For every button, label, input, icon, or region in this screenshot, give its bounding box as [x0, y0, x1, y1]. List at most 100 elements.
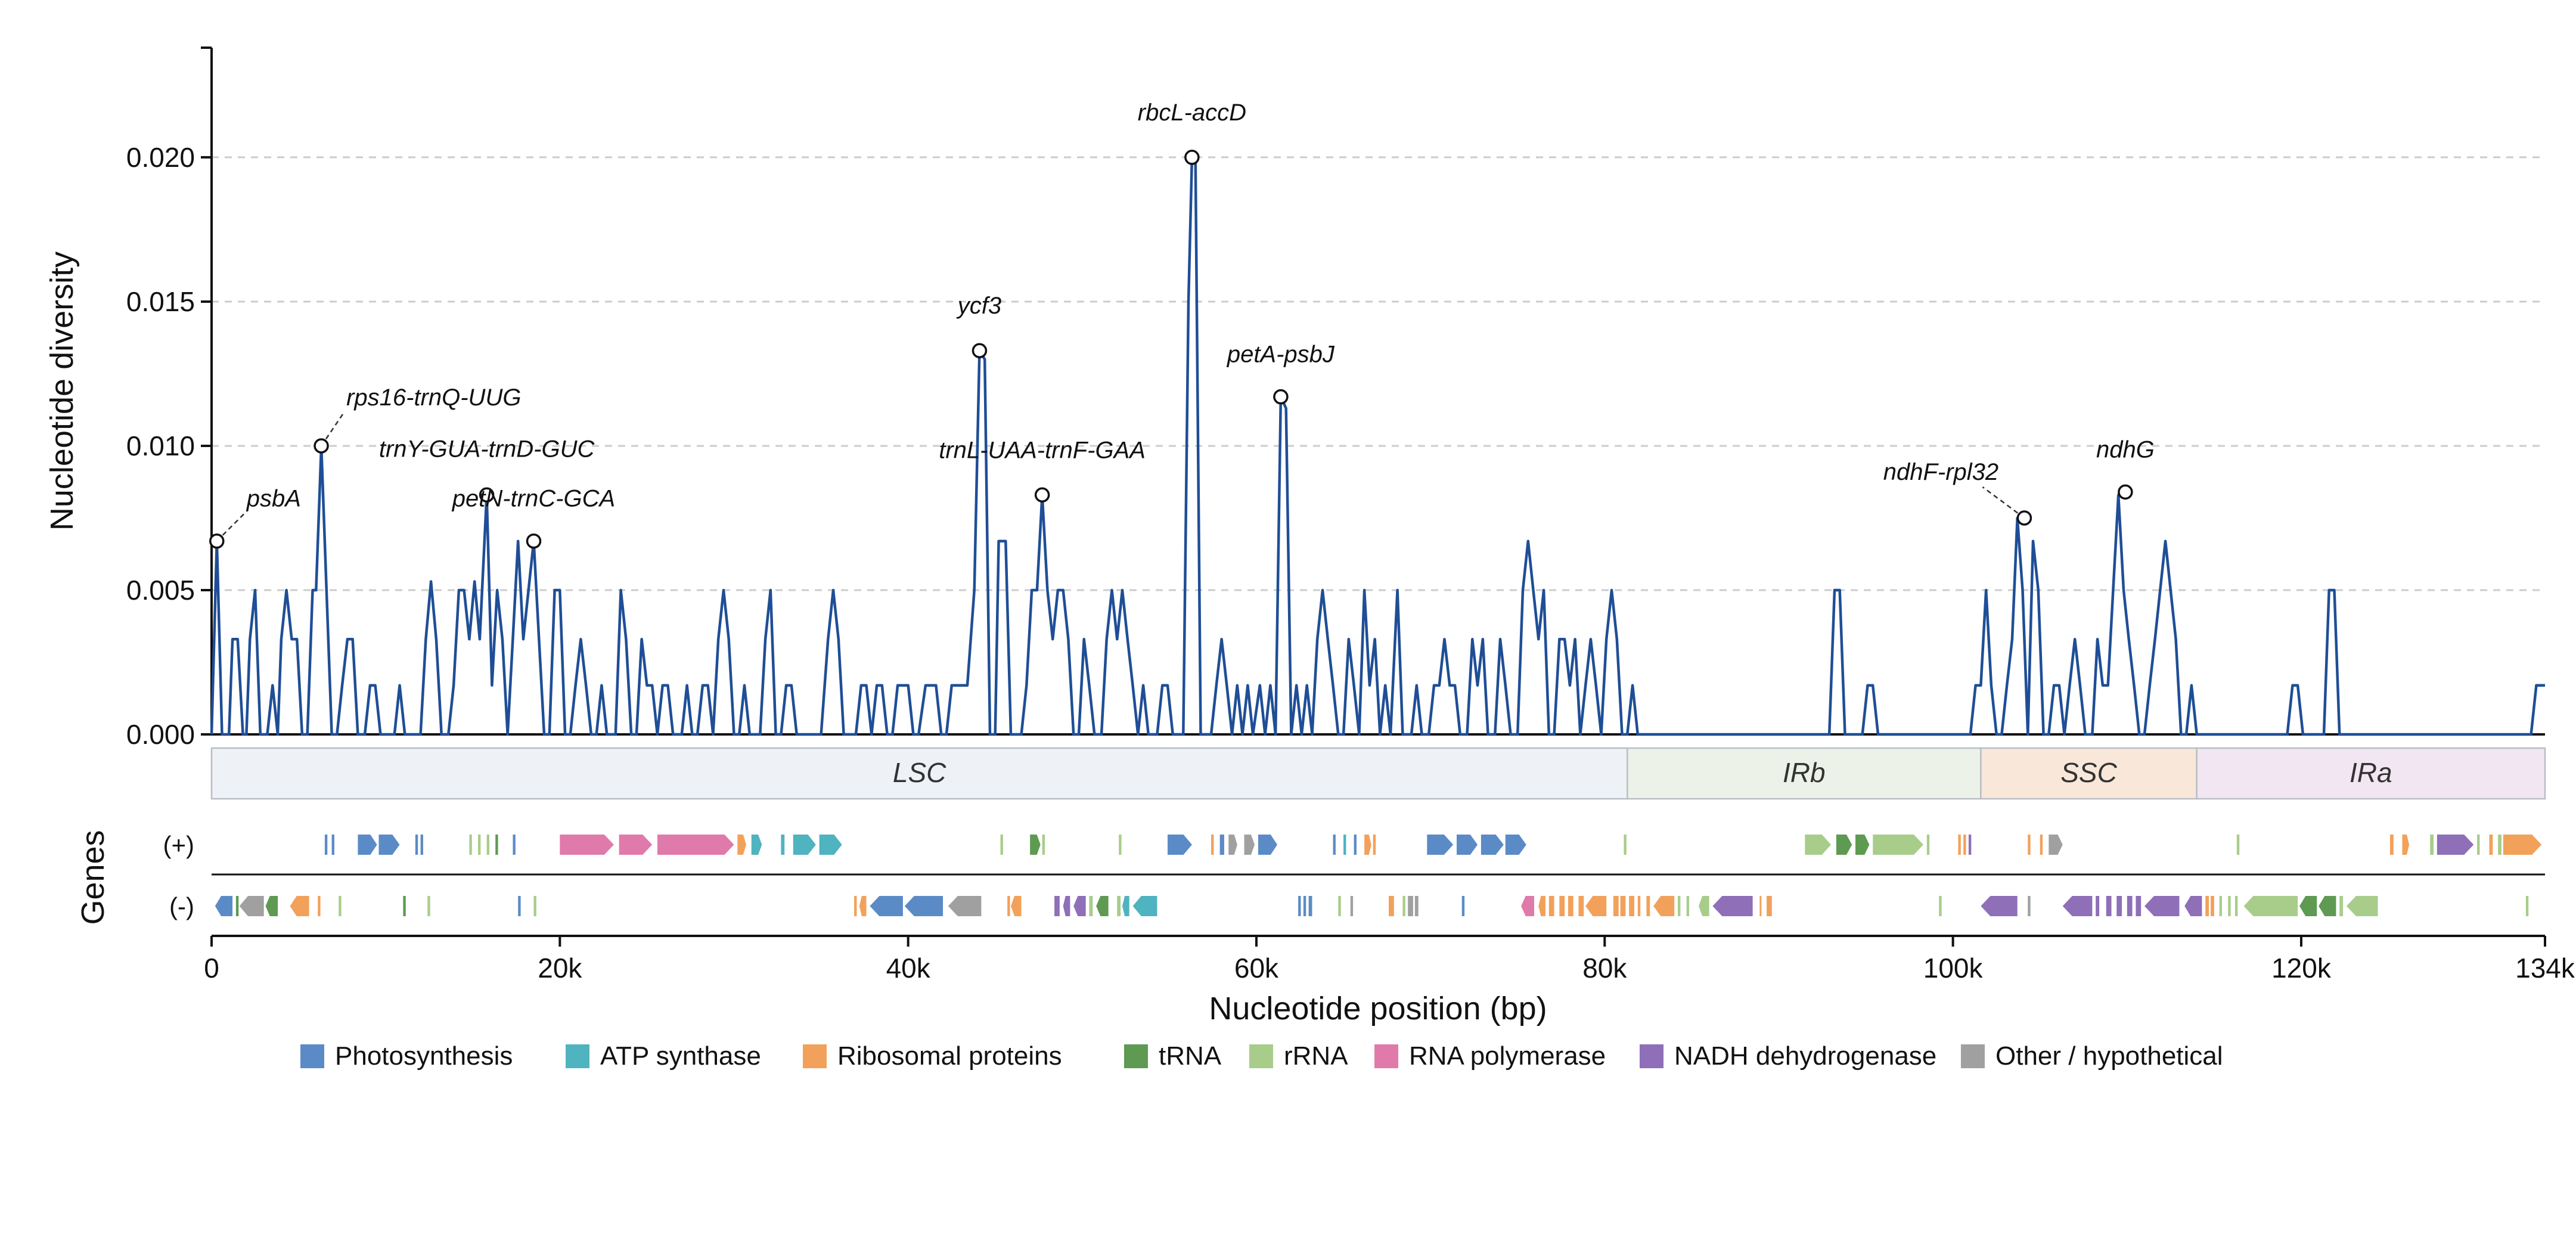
minus-strand-gene-74	[2339, 896, 2344, 916]
minus-strand-gene-50	[1686, 896, 1690, 916]
peak-marker-2	[479, 487, 495, 503]
legend-swatch-7	[1961, 1044, 1985, 1068]
minus-strand-gene-70	[2234, 896, 2238, 916]
legend: Photosynthesis ATP synthase Ribosomal prot…	[300, 1041, 2223, 1071]
plus-strand-gene-25	[1219, 835, 1224, 855]
minus-strand-gene-35	[1461, 896, 1465, 916]
plus-strand-gene-38	[1624, 835, 1627, 855]
plus-strand-gene-43	[1926, 835, 1930, 855]
legend-swatch-6	[1640, 1044, 1663, 1068]
legend-label-2: Ribosomal proteins	[837, 1041, 1062, 1071]
y-tick-label-1: 0.005	[126, 575, 195, 606]
minus-strand-gene-13	[870, 896, 903, 916]
minus-strand-gene-14	[904, 896, 944, 916]
x-tick-label-5: 100k	[1923, 953, 1984, 984]
minus-strand-gene-62	[2127, 896, 2133, 916]
peak-label-4: ycf3	[956, 293, 1001, 319]
minus-strand-gene-37	[1538, 896, 1545, 916]
plus-strand-gene-21	[1042, 835, 1045, 855]
minus-strand-gene-73	[2319, 896, 2336, 916]
region-label-ssc: SSC	[2060, 757, 2117, 788]
plus-strand-gene-4	[415, 835, 418, 855]
plus-strand-gene-45	[1963, 835, 1966, 855]
peak-marker-6	[1184, 150, 1200, 165]
strand-label-plus: (+)	[163, 831, 195, 859]
plus-strand-gene-36	[1481, 835, 1504, 855]
minus-strand-gene-72	[2299, 896, 2317, 916]
minus-strand-gene-66	[2205, 896, 2209, 916]
y-ticks: 0.000 0.005 0.010 0.015 0.020	[126, 142, 212, 750]
plus-strand-gene-5	[420, 835, 423, 855]
gene-track-title: Genes	[75, 830, 111, 925]
plus-strand-gene-26	[1228, 835, 1237, 855]
plus-strand-gene-47	[2028, 835, 2031, 855]
x-tick-label-4: 80k	[1582, 953, 1627, 984]
plus-strand-gene-51	[2389, 835, 2394, 855]
minus-strand-gene-25	[1132, 896, 1157, 916]
plus-strand-gene-9	[495, 835, 498, 855]
plus-strand-gene-49	[2049, 835, 2063, 855]
plus-strand-gene-6	[469, 835, 472, 855]
minus-strand-gene-27	[1303, 896, 1306, 916]
minus-strand-gene-16	[1007, 896, 1010, 916]
peak-marker-5	[1034, 487, 1050, 503]
minus-strand-gene-47	[1646, 896, 1650, 916]
plus-strand-gene-42	[1873, 835, 1923, 855]
plus-strand-gene-8	[486, 835, 490, 855]
x-tick-label-0: 0	[204, 953, 219, 984]
minus-strand-gene-33	[1408, 896, 1413, 916]
x-tick-label-3: 60k	[1234, 953, 1279, 984]
y-tick-label-4: 0.020	[126, 142, 195, 173]
plus-strand-gene-31	[1354, 835, 1357, 855]
minus-strand-gene-63	[2136, 896, 2142, 916]
plus-strand-gene-29	[1333, 835, 1336, 855]
plus-strand-gene-2	[358, 835, 377, 855]
minus-strand-gene-64	[2144, 896, 2180, 916]
minus-strand-gene-2	[239, 896, 264, 916]
peak-label-8: ndhF-rpl32	[1883, 459, 1998, 485]
legend-label-3: tRNA	[1159, 1041, 1222, 1071]
diversity-line	[210, 156, 2545, 736]
minus-strand-gene-53	[1759, 896, 1762, 916]
plus-strand-gene-11	[560, 835, 614, 855]
minus-strand-gene-3	[265, 896, 278, 916]
plus-strand-gene-10	[513, 835, 516, 855]
peak-label-5: trnL-UAA-trnF-GAA	[939, 437, 1146, 463]
minus-strand-gene-12	[859, 896, 867, 916]
minus-strand-gene-9	[518, 896, 521, 916]
peak-label-2: trnY-GUA-trnD-GUC	[379, 436, 595, 462]
y-tick-label-0: 0.000	[126, 719, 195, 750]
legend-swatch-4	[1249, 1044, 1273, 1068]
minus-strand-gene-0	[215, 896, 233, 916]
legend-label-4: rRNA	[1284, 1041, 1348, 1071]
peak-marker-1	[314, 438, 329, 454]
plus-strand-gene-19	[1000, 835, 1003, 855]
peak-annotations: psbA rps16-trnQ-UUG trnY-GUA-trnD-GUC petN-…	[209, 100, 2155, 549]
minus-strand-gene-6	[339, 896, 342, 916]
minus-strand-gene-58	[2062, 896, 2093, 916]
plus-strand-gene-24	[1211, 835, 1214, 855]
plus-strand-gene-37	[1505, 835, 1526, 855]
plus-strand-gene-18	[819, 835, 842, 855]
plus-strand-gene-33	[1373, 835, 1376, 855]
plus-strand-gene-44	[1958, 835, 1961, 855]
region-irb	[1627, 747, 1982, 800]
legend-swatch-1	[566, 1044, 589, 1068]
y-tick-label-2: 0.010	[126, 430, 195, 461]
plus-strand-gene-17	[793, 835, 816, 855]
genome-regions: LSC IRb SSC IRa	[210, 747, 2546, 800]
plus-strand-gene-34	[1427, 835, 1454, 855]
x-tick-label-1: 20k	[538, 953, 582, 984]
minus-strand-gene-41	[1578, 896, 1584, 916]
plus-strand-gene-52	[2402, 835, 2410, 855]
plus-strand-gene-3	[378, 835, 400, 855]
legend-label-0: Photosynthesis	[335, 1041, 513, 1071]
minus-strand-gene-5	[318, 896, 321, 916]
minus-strand-gene-54	[1767, 896, 1772, 916]
region-ira	[2196, 747, 2546, 800]
minus-strand-gene-20	[1073, 896, 1086, 916]
minus-strand-gene-10	[533, 896, 536, 916]
legend-swatch-2	[803, 1044, 827, 1068]
peak-label-7: petA-psbJ	[1227, 342, 1335, 368]
